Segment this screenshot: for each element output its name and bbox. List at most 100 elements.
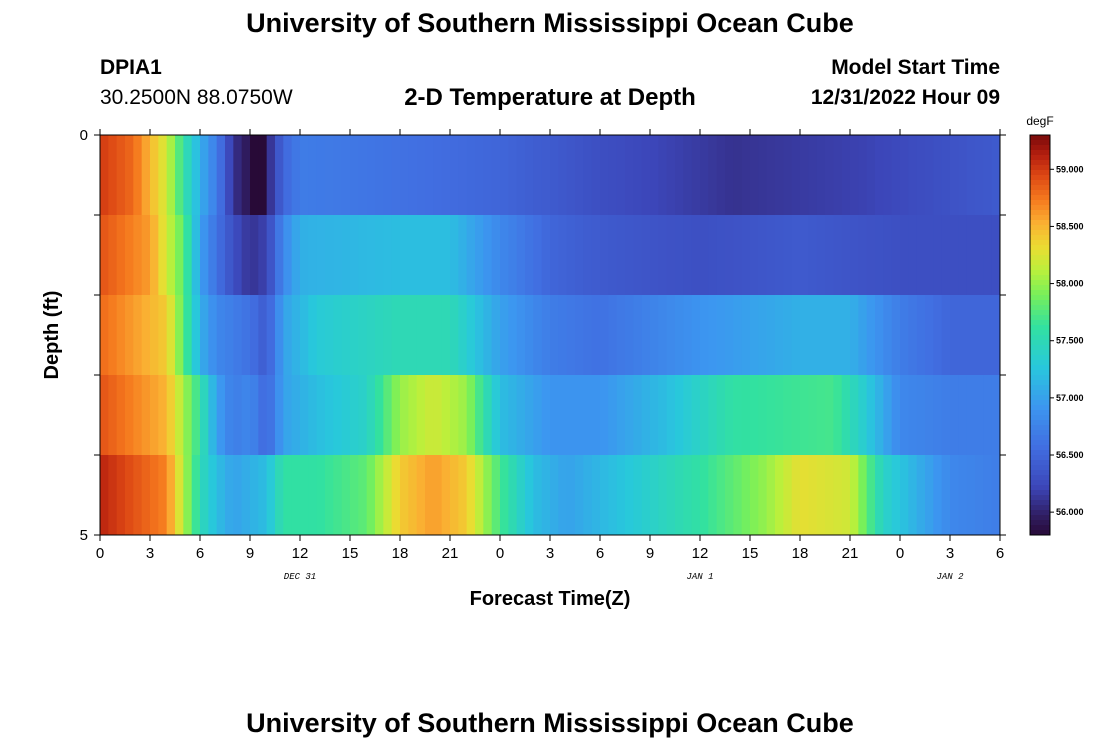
heatmap-cell bbox=[641, 215, 651, 295]
heatmap-cell bbox=[533, 375, 543, 455]
heatmap-cell bbox=[616, 455, 626, 535]
date-label: JAN 2 bbox=[936, 572, 964, 582]
heatmap-cell bbox=[316, 215, 326, 295]
heatmap-cell bbox=[950, 135, 959, 215]
colorbar-segment bbox=[1030, 150, 1050, 156]
heatmap-cell bbox=[658, 455, 668, 535]
heatmap-cell bbox=[125, 375, 134, 455]
heatmap-cell bbox=[141, 375, 151, 455]
colorbar-segment bbox=[1030, 470, 1050, 476]
heatmap-cell bbox=[891, 375, 901, 455]
heatmap-cell bbox=[466, 215, 476, 295]
heatmap-cell bbox=[575, 295, 584, 375]
heatmap-cell bbox=[325, 455, 334, 535]
heatmap-cell bbox=[408, 455, 418, 535]
heatmap-cell bbox=[866, 455, 876, 535]
heatmap-cell bbox=[241, 375, 251, 455]
heatmap-cell bbox=[608, 135, 618, 215]
heatmap-cell bbox=[883, 295, 893, 375]
heatmap-cell bbox=[458, 215, 468, 295]
heatmap-cell bbox=[916, 215, 926, 295]
heatmap-cell bbox=[591, 455, 601, 535]
heatmap-cell bbox=[716, 215, 726, 295]
heatmap-cell bbox=[983, 375, 993, 455]
heatmap-cell bbox=[158, 135, 168, 215]
heatmap-cell bbox=[558, 295, 568, 375]
heatmap-cell bbox=[441, 215, 451, 295]
heatmap-cell bbox=[733, 135, 743, 215]
x-tick-label: 15 bbox=[342, 545, 359, 562]
heatmap-cell bbox=[700, 375, 709, 455]
heatmap-cell bbox=[991, 295, 1001, 375]
heatmap-cell bbox=[941, 295, 951, 375]
heatmap-cell bbox=[875, 135, 884, 215]
heatmap-cell bbox=[216, 135, 226, 215]
heatmap-cell bbox=[741, 215, 751, 295]
heatmap-cell bbox=[241, 295, 251, 375]
heatmap-cell bbox=[941, 135, 951, 215]
heatmap-cell bbox=[125, 135, 134, 215]
colorbar-segment bbox=[1030, 335, 1050, 341]
heatmap-cell bbox=[966, 215, 976, 295]
heatmap-cell bbox=[175, 375, 184, 455]
heatmap-cell bbox=[275, 455, 284, 535]
heatmap-cell bbox=[283, 295, 293, 375]
x-tick-label: 12 bbox=[292, 545, 309, 562]
heatmap-cell bbox=[550, 455, 559, 535]
heatmap-cell bbox=[633, 455, 643, 535]
heatmap-cell bbox=[950, 455, 959, 535]
heatmap-cell bbox=[550, 215, 559, 295]
colorbar-segment bbox=[1030, 310, 1050, 316]
heatmap-cell bbox=[300, 375, 309, 455]
heatmap-cell bbox=[183, 455, 193, 535]
heatmap-cell bbox=[650, 295, 659, 375]
heatmap-cell bbox=[108, 455, 118, 535]
heatmap-cell bbox=[675, 455, 684, 535]
heatmap-cell bbox=[816, 215, 826, 295]
heatmap-cell bbox=[200, 215, 209, 295]
heatmap-cell bbox=[291, 455, 301, 535]
heatmap-cell bbox=[933, 135, 943, 215]
heatmap-cell bbox=[191, 375, 201, 455]
heatmap-cell bbox=[483, 135, 493, 215]
heatmap-cell bbox=[966, 375, 976, 455]
heatmap-cell bbox=[241, 215, 251, 295]
heatmap-cell bbox=[958, 215, 968, 295]
heatmap-cell bbox=[816, 455, 826, 535]
heatmap-cell bbox=[225, 135, 234, 215]
colorbar-segment bbox=[1030, 440, 1050, 446]
colorbar-segment bbox=[1030, 260, 1050, 266]
temperature-heatmap-chart: 56.000 56.500 57.000 57.500 58.000 58.500 59.0… bbox=[41, 114, 1084, 610]
heatmap-cell bbox=[691, 295, 701, 375]
heatmap-cell bbox=[600, 375, 609, 455]
heatmap-cell bbox=[208, 295, 218, 375]
heatmap-cell bbox=[341, 455, 351, 535]
heatmap-cell bbox=[983, 135, 993, 215]
heatmap-cell bbox=[708, 375, 718, 455]
colorbar-segment bbox=[1030, 520, 1050, 526]
heatmap-cell bbox=[500, 135, 509, 215]
heatmap-cell bbox=[466, 295, 476, 375]
colorbar-segment bbox=[1030, 375, 1050, 381]
heatmap-cell bbox=[208, 455, 218, 535]
heatmap-cell bbox=[641, 455, 651, 535]
heatmap-cell bbox=[250, 215, 259, 295]
heatmap-cell bbox=[350, 455, 359, 535]
heatmap-cell bbox=[233, 295, 243, 375]
heatmap-cell bbox=[150, 375, 159, 455]
heatmap-cell bbox=[291, 375, 301, 455]
heatmap-cell bbox=[683, 135, 693, 215]
colorbar-segment bbox=[1030, 345, 1050, 351]
heatmap-cell bbox=[358, 215, 368, 295]
heatmap-cell bbox=[958, 455, 968, 535]
heatmap-cell bbox=[900, 295, 909, 375]
heatmap-cell bbox=[100, 455, 109, 535]
heatmap-cell bbox=[850, 295, 859, 375]
heatmap-cell bbox=[283, 135, 293, 215]
colorbar-segment bbox=[1030, 460, 1050, 466]
heatmap-cell bbox=[183, 215, 193, 295]
heatmap-cell bbox=[733, 375, 743, 455]
heatmap-cell bbox=[508, 375, 518, 455]
heatmap-cell bbox=[791, 455, 801, 535]
heatmap-cell bbox=[125, 455, 134, 535]
